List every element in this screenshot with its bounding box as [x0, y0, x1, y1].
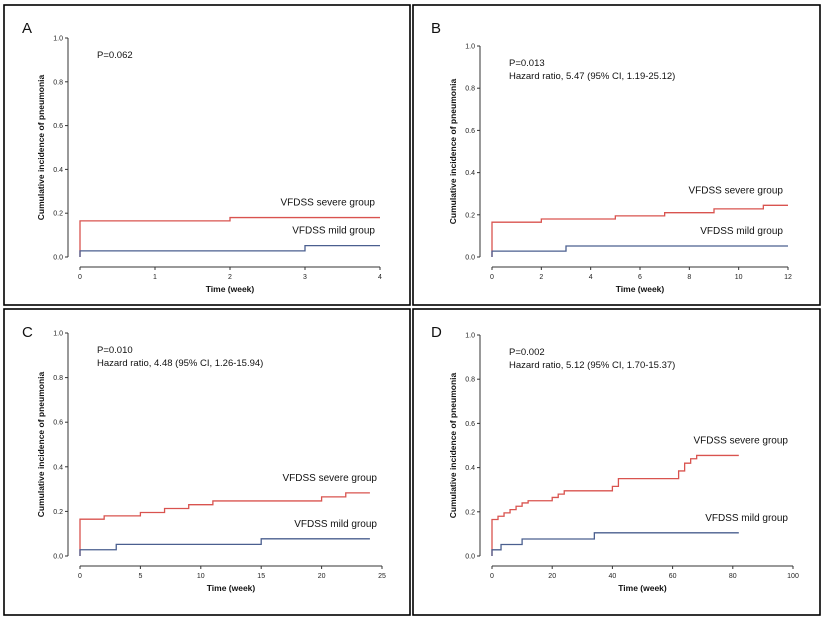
x-tick-label: 80: [729, 573, 737, 580]
x-tick-label: 0: [78, 274, 82, 281]
p-value: P=0.013: [509, 58, 545, 69]
y-axis-label: Cumulative incidence of pneumonia: [448, 372, 458, 518]
y-tick-label: 0.4: [465, 465, 475, 472]
panel-letter: D: [431, 324, 442, 341]
y-tick-label: 0.8: [465, 377, 475, 384]
curve-severe: [491, 204, 788, 257]
x-tick-label: 1: [153, 274, 157, 281]
series-label-severe: VFDSS severe group: [281, 198, 376, 209]
y-tick-label: 1.0: [53, 36, 63, 43]
p-value: P=0.010: [97, 345, 133, 356]
x-tick-label: 10: [735, 274, 743, 281]
panel-letter: C: [22, 324, 33, 341]
y-tick-label: 1.0: [465, 333, 475, 340]
x-tick-label: 12: [784, 274, 792, 281]
series-label-mild: VFDSS mild group: [292, 226, 375, 237]
series-label-severe: VFDSS severe group: [694, 435, 789, 446]
y-tick-label: 0.6: [465, 421, 475, 428]
y-tick-label: 0.2: [465, 509, 475, 516]
y-tick-label: 0.8: [53, 375, 63, 382]
panel-border: [3, 308, 411, 616]
y-tick-label: 0.2: [465, 212, 475, 219]
p-value: P=0.062: [97, 50, 133, 61]
hazard-ratio: Hazard ratio, 5.12 (95% CI, 1.70-15.37): [509, 360, 675, 371]
panel-border: [412, 4, 821, 306]
curve-mild: [491, 532, 739, 556]
x-tick-label: 0: [78, 573, 82, 580]
y-tick-label: 0.8: [53, 79, 63, 86]
y-tick-label: 0.0: [53, 255, 63, 262]
series-label-severe: VFDSS severe group: [689, 185, 784, 196]
y-tick-label: 0.2: [53, 509, 63, 516]
y-tick-label: 0.4: [465, 170, 475, 177]
curve-severe: [79, 216, 380, 257]
series-label-severe: VFDSS severe group: [283, 473, 378, 484]
y-tick-label: 1.0: [465, 44, 475, 51]
x-tick-label: 15: [257, 573, 265, 580]
y-tick-label: 0.4: [53, 167, 63, 174]
panel-border: [412, 308, 821, 616]
x-tick-label: 2: [539, 274, 543, 281]
panel-letter: A: [22, 20, 32, 37]
x-tick-label: 3: [303, 274, 307, 281]
y-tick-label: 0.0: [465, 554, 475, 561]
panel-c: C 0.0 0.2 0.4 0.6 0.8 1.0 0 5 10 15 20 25 Time (week)…: [3, 308, 411, 616]
y-axis-label: Cumulative incidence of pneumonia: [36, 371, 46, 517]
panel-border: [3, 4, 411, 306]
curve-mild: [79, 538, 370, 556]
y-tick-label: 0.4: [53, 464, 63, 471]
x-tick-label: 20: [318, 573, 326, 580]
x-tick-label: 60: [669, 573, 677, 580]
series-label-mild: VFDSS mild group: [705, 513, 788, 524]
y-tick-label: 0.8: [465, 86, 475, 93]
x-tick-label: 2: [228, 274, 232, 281]
panel-a: A 0.0 0.2 0.4 0.6 0.8 1.0 0 1 2 3 4 Time (week) Cumul…: [3, 4, 411, 306]
x-axis-label: Time (week): [207, 583, 256, 593]
x-tick-label: 25: [378, 573, 386, 580]
y-tick-label: 0.6: [465, 128, 475, 135]
curve-severe: [491, 454, 739, 556]
x-tick-label: 4: [589, 274, 593, 281]
panel-letter: B: [431, 20, 441, 37]
x-tick-label: 20: [548, 573, 556, 580]
x-tick-label: 5: [138, 573, 142, 580]
y-axis-label: Cumulative incidence of pneumonia: [36, 74, 46, 220]
p-value: P=0.002: [509, 347, 545, 358]
curve-mild: [491, 245, 788, 257]
x-tick-label: 6: [638, 274, 642, 281]
hazard-ratio: Hazard ratio, 5.47 (95% CI, 1.19-25.12): [509, 71, 675, 82]
curve-mild: [79, 244, 380, 257]
panel-d: D 0.0 0.2 0.4 0.6 0.8 1.0 0 20 40 60 80 100 Time (wee…: [412, 308, 821, 616]
y-tick-label: 0.6: [53, 123, 63, 130]
series-label-mild: VFDSS mild group: [294, 519, 377, 530]
panel-b: B 0.0 0.2 0.4 0.6 0.8 1.0 0 2 4 6 8 10 12 Time (week) C…: [412, 4, 821, 306]
x-tick-label: 8: [687, 274, 691, 281]
y-axis-label: Cumulative incidence of pneumonia: [448, 78, 458, 224]
hazard-ratio: Hazard ratio, 4.48 (95% CI, 1.26-15.94): [97, 358, 263, 369]
y-tick-label: 0.6: [53, 420, 63, 427]
x-axis-label: Time (week): [618, 583, 667, 593]
y-tick-label: 1.0: [53, 331, 63, 338]
x-tick-label: 4: [378, 274, 382, 281]
x-tick-label: 0: [490, 274, 494, 281]
x-tick-label: 40: [609, 573, 617, 580]
x-tick-label: 10: [197, 573, 205, 580]
x-tick-label: 0: [490, 573, 494, 580]
series-label-mild: VFDSS mild group: [700, 226, 783, 237]
x-axis-label: Time (week): [616, 284, 665, 294]
x-axis-label: Time (week): [206, 284, 255, 294]
x-tick-label: 100: [787, 573, 799, 580]
curve-severe: [79, 492, 370, 556]
y-tick-label: 0.0: [53, 554, 63, 561]
y-tick-label: 0.2: [53, 211, 63, 218]
y-tick-label: 0.0: [465, 255, 475, 262]
